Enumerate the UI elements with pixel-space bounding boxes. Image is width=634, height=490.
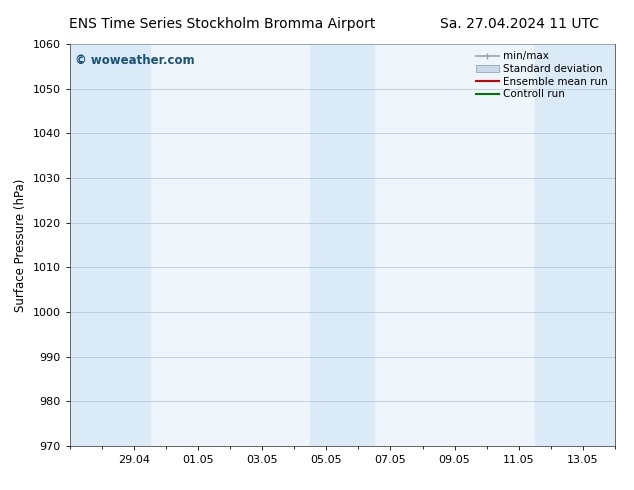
Text: Sa. 27.04.2024 11 UTC: Sa. 27.04.2024 11 UTC <box>441 17 599 31</box>
Y-axis label: Surface Pressure (hPa): Surface Pressure (hPa) <box>14 178 27 312</box>
Bar <box>310 44 375 446</box>
Text: © woweather.com: © woweather.com <box>75 54 195 67</box>
Bar <box>535 44 615 446</box>
Text: ENS Time Series Stockholm Bromma Airport: ENS Time Series Stockholm Bromma Airport <box>68 17 375 31</box>
Bar <box>70 44 150 446</box>
Legend: min/max, Standard deviation, Ensemble mean run, Controll run: min/max, Standard deviation, Ensemble me… <box>474 49 610 101</box>
